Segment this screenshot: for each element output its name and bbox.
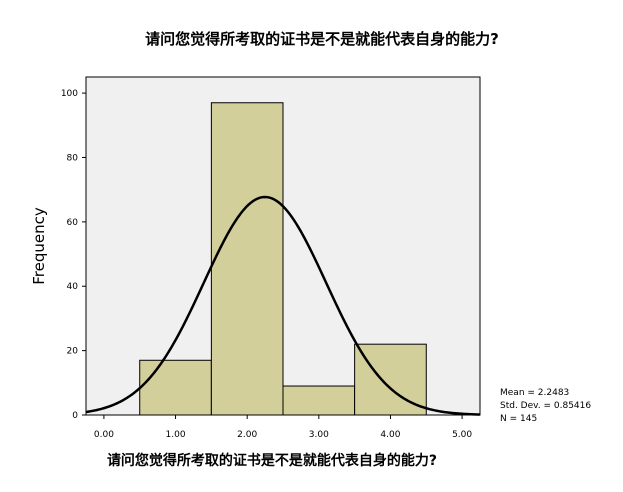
y-tick-label: 100: [61, 89, 78, 99]
x-axis: 0.00 1.00 2.00 3.00 4.00 5.00: [94, 415, 472, 440]
y-tick-label: 0: [72, 411, 78, 421]
histogram-bars: [139, 102, 427, 416]
x-tick-label: 4.00: [380, 430, 400, 440]
x-tick-label: 3.00: [309, 430, 329, 440]
x-axis-label: 请问您觉得所考取的证书是不是就能代表自身的能力?: [107, 452, 437, 469]
histogram-bar: [139, 359, 212, 416]
x-tick-label: 1.00: [166, 430, 186, 440]
chart-title: 请问您觉得所考取的证书是不是就能代表自身的能力?: [145, 30, 499, 48]
y-tick-label: 20: [67, 347, 79, 357]
histogram-bar: [282, 385, 356, 416]
stats-line: N = 145: [500, 414, 537, 424]
normal-curve: [85, 195, 481, 416]
y-tick-label: 60: [67, 218, 79, 228]
y-tick-label: 40: [67, 282, 79, 292]
x-tick-label: 5.00: [452, 430, 472, 440]
stats-line: Mean = 2.2483: [500, 388, 569, 398]
statistics-box: Mean = 2.2483 Std. Dev. = 0.85416 N = 145: [500, 388, 591, 424]
histogram-bar: [210, 102, 284, 416]
y-axis-label: Frequency: [30, 207, 48, 285]
y-axis: 0 20 40 60 80 100: [61, 89, 86, 421]
y-tick-label: 80: [67, 153, 79, 163]
x-tick-label: 2.00: [237, 430, 257, 440]
stats-line: Std. Dev. = 0.85416: [500, 401, 591, 411]
x-tick-label: 0.00: [94, 430, 114, 440]
